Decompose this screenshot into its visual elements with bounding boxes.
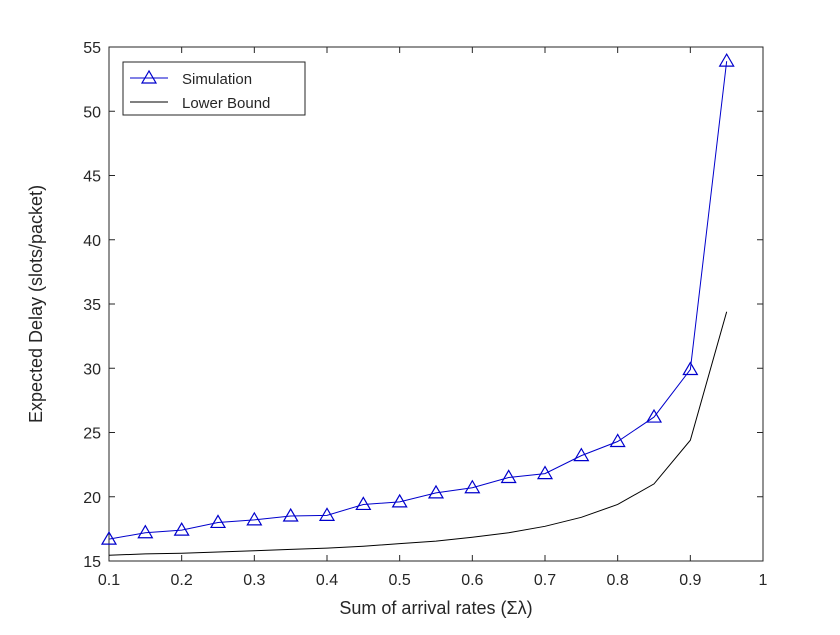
legend-label-simulation: Simulation — [182, 71, 252, 88]
x-tick-label: 0.8 — [607, 572, 629, 589]
data-point-simulation — [427, 484, 445, 499]
data-point-simulation — [464, 479, 481, 494]
y-tick-label: 30 — [83, 361, 101, 378]
data-point-simulation — [718, 52, 735, 67]
x-tick-label: 0.5 — [389, 572, 411, 589]
y-tick-label: 20 — [83, 490, 101, 507]
y-tick-label: 50 — [83, 104, 101, 121]
x-tick-label: 0.3 — [243, 572, 265, 589]
series-line-simulation — [108, 61, 728, 540]
series-line-lower-bound — [108, 311, 728, 556]
legend-label-lower-bound: Lower Bound — [182, 95, 270, 112]
x-tick-label: 0.6 — [461, 572, 483, 589]
x-tick-label: 0.9 — [679, 572, 701, 589]
x-tick-label: 0.7 — [534, 572, 556, 589]
data-point-simulation — [573, 447, 590, 462]
data-point-simulation — [391, 493, 408, 508]
y-tick-label: 15 — [83, 554, 101, 571]
x-tick-label: 0.4 — [316, 572, 338, 589]
data-point-simulation — [500, 469, 517, 484]
legend-box — [122, 61, 306, 116]
y-tick-label: 55 — [83, 40, 101, 57]
data-point-simulation — [318, 507, 336, 521]
legend-marker-simulation — [140, 69, 158, 84]
plot-area — [108, 46, 764, 562]
y-tick-label: 25 — [83, 426, 101, 443]
data-point-simulation — [282, 507, 299, 522]
data-point-simulation — [100, 530, 118, 545]
y-tick-label: 45 — [83, 169, 101, 186]
x-tick-label: 1 — [759, 572, 768, 589]
data-point-simulation — [645, 408, 663, 423]
data-point-simulation — [137, 524, 154, 539]
y-tick-label: 40 — [83, 233, 101, 250]
y-axis-label: Expected Delay (slots/packet) — [26, 185, 46, 423]
x-tick-label: 0.1 — [98, 572, 120, 589]
y-tick-label: 35 — [83, 297, 101, 314]
data-point-simulation — [209, 514, 227, 529]
data-point-simulation — [173, 521, 190, 536]
legend: Simulation Lower Bound — [122, 61, 306, 116]
data-point-simulation — [355, 496, 372, 511]
data-point-simulation — [609, 433, 626, 448]
data-point-simulation — [536, 465, 554, 480]
x-axis-label: Sum of arrival rates (Σλ) — [339, 598, 532, 618]
x-tick-label: 0.2 — [171, 572, 193, 589]
data-point-simulation — [246, 511, 263, 526]
data-point-simulation — [682, 361, 699, 376]
